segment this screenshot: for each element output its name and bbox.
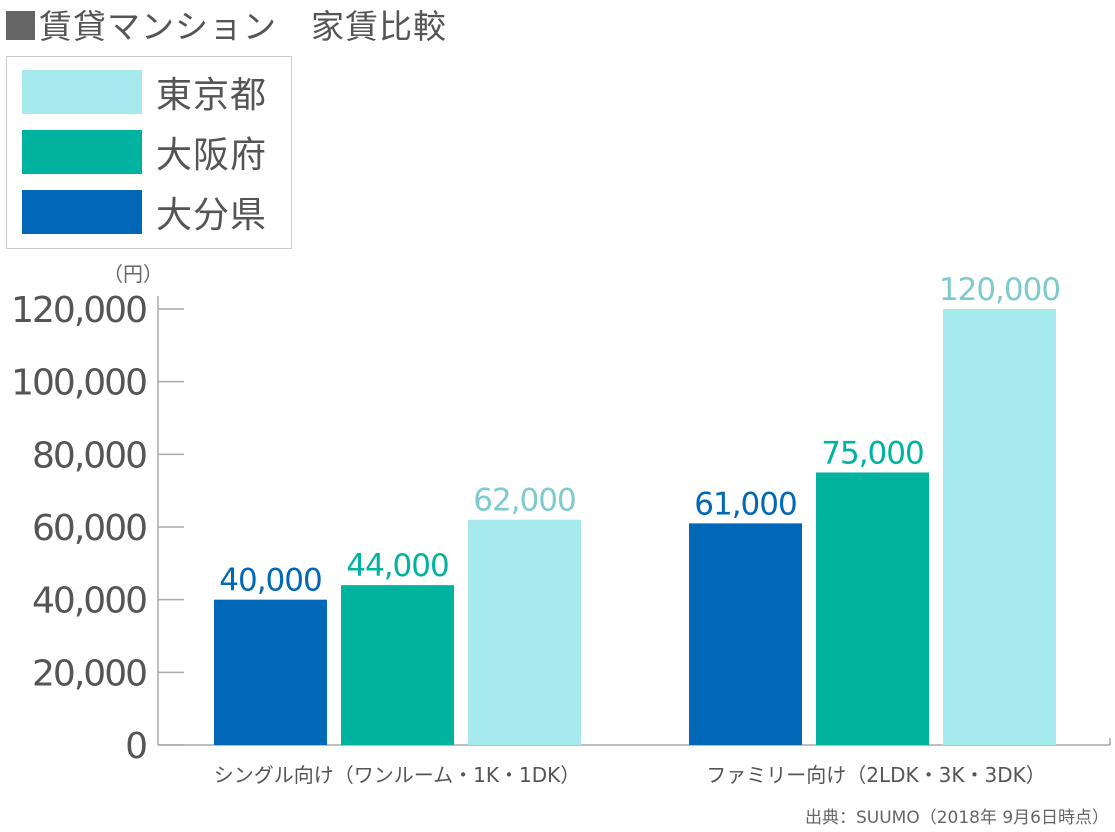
bar — [341, 585, 454, 745]
bar — [689, 523, 802, 745]
data-label: 44,000 — [346, 548, 448, 584]
y-tick-label: 60,000 — [32, 508, 146, 549]
y-tick-label: 100,000 — [11, 363, 146, 404]
bar — [943, 309, 1056, 745]
chart-labels: 0 20,000 40,000 60,000 80,000 100,000 120,000 4… — [11, 272, 1061, 787]
category-label: シングル向け（ワンルーム・1K・1DK） — [214, 763, 580, 787]
source-note: 出典：SUUMO（2018年 9月6日時点） — [804, 808, 1109, 828]
bar — [214, 599, 327, 745]
legend-label-oita: 大分県 — [156, 195, 268, 236]
data-label: 40,000 — [219, 563, 321, 599]
legend-item-osaka: 大阪府 — [22, 129, 268, 176]
y-tick-label: 20,000 — [32, 653, 146, 694]
legend-item-tokyo: 東京都 — [22, 69, 268, 116]
legend-label-osaka: 大阪府 — [156, 135, 268, 176]
y-axis-unit-label: （円） — [103, 262, 163, 286]
legend-item-oita: 大分県 — [22, 189, 268, 236]
legend: 東京都 大阪府 大分県 — [6, 56, 292, 249]
bar — [468, 519, 581, 745]
chart-bars — [214, 309, 1056, 745]
data-label: 61,000 — [694, 486, 796, 522]
bar — [816, 472, 929, 745]
y-tick-label: 120,000 — [11, 290, 146, 331]
data-label: 62,000 — [473, 483, 575, 519]
y-tick-label: 40,000 — [32, 581, 146, 622]
legend-label-tokyo: 東京都 — [156, 75, 268, 116]
chart-title-text: 賃貸マンション 家賃比較 — [39, 7, 447, 46]
y-tick-label: 80,000 — [32, 435, 146, 476]
legend-swatch-oita — [22, 190, 142, 234]
square-bullet-icon — [6, 11, 35, 40]
legend-swatch-osaka — [22, 130, 142, 174]
legend-swatch-tokyo — [22, 70, 142, 114]
data-label: 120,000 — [939, 272, 1060, 308]
data-label: 75,000 — [821, 436, 923, 472]
chart-title: 賃貸マンション 家賃比較 — [6, 0, 447, 48]
category-label: ファミリー向け（2LDK・3K・3DK） — [706, 763, 1045, 787]
y-tick-label: 0 — [125, 726, 146, 767]
